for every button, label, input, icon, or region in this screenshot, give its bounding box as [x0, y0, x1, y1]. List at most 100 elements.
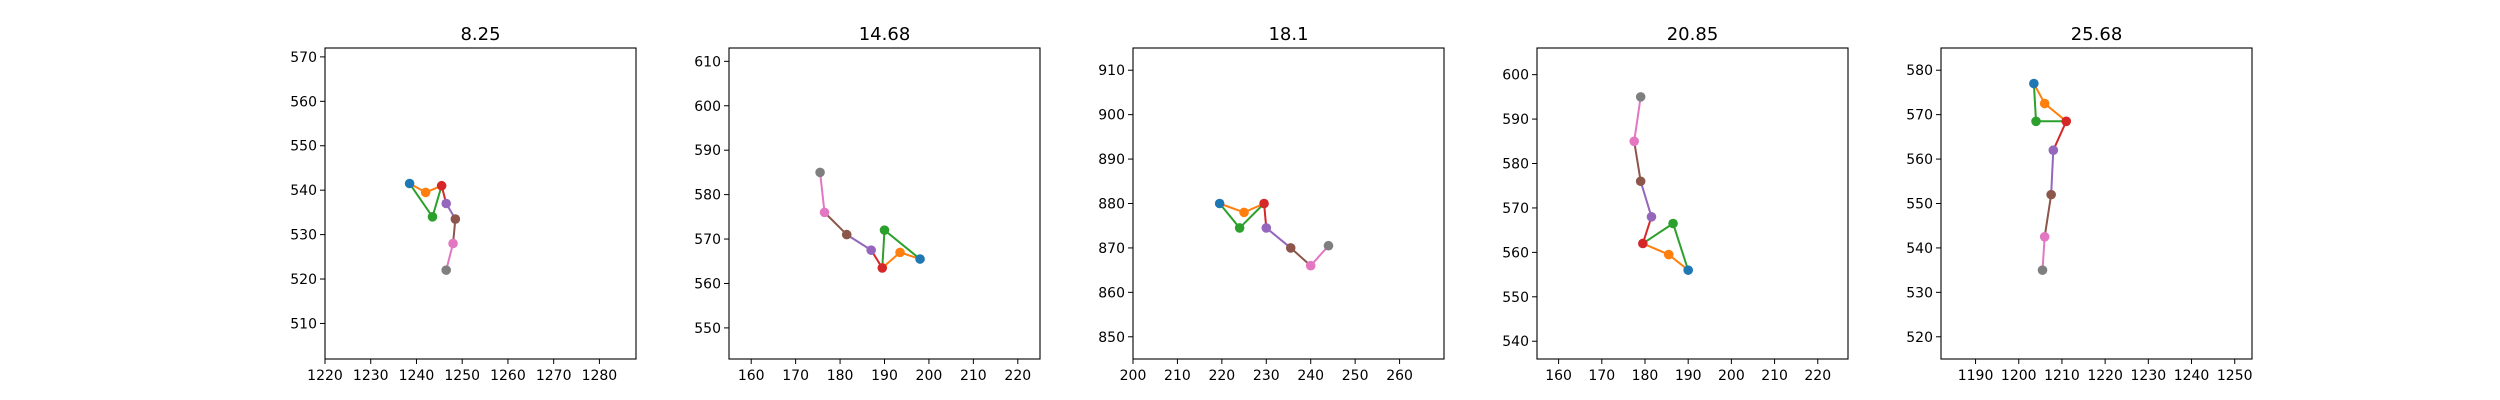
y-tick-label: 570	[694, 232, 721, 248]
y-tick-label: 590	[1502, 112, 1529, 128]
keypoint-marker	[1629, 136, 1639, 147]
y-tick-label: 610	[694, 54, 721, 70]
x-tick-label: 1250	[2217, 368, 2253, 384]
y-tick-label: 560	[1906, 152, 1933, 168]
pose-segment	[2052, 120, 2068, 152]
x-tick-label: 1280	[582, 368, 618, 384]
pose-segment	[845, 233, 873, 252]
x-tick-label: 210	[1761, 368, 1788, 384]
x-tick-label: 220	[1004, 368, 1031, 384]
pose-segment	[2032, 82, 2038, 123]
y-tick-label: 600	[1502, 68, 1529, 84]
keypoint-marker	[1239, 207, 1249, 218]
x-tick-label: 190	[871, 368, 898, 384]
y-tick-label: 560	[694, 276, 721, 292]
x-tick-label: 1220	[307, 368, 343, 384]
y-tick-label: 900	[1098, 108, 1125, 124]
x-tick-label: 240	[1297, 368, 1324, 384]
keypoint-marker	[2031, 116, 2041, 127]
y-tick-label: 880	[1098, 197, 1125, 213]
y-tick-label: 560	[1502, 245, 1529, 261]
subplot-title: 25.68	[2071, 24, 2123, 45]
keypoint-marker	[404, 178, 415, 189]
y-tick-label: 560	[290, 94, 317, 110]
keypoint-marker	[450, 214, 461, 224]
keypoint-marker	[441, 198, 451, 209]
keypoint-marker	[2039, 98, 2050, 109]
keypoint-marker	[420, 187, 431, 198]
y-tick-label: 580	[1502, 157, 1529, 173]
subplot-3: 18.1 200 210 220 230 240 250 260 850 860 870 880 89…	[1098, 24, 1445, 384]
keypoint-marker	[1285, 243, 1296, 253]
keypoint-marker	[448, 238, 458, 249]
y-tick-label: 910	[1098, 63, 1125, 79]
y-tick-label: 550	[290, 139, 317, 155]
keypoint-marker	[915, 254, 925, 264]
x-tick-label: 220	[1208, 368, 1235, 384]
y-tick-label: 570	[290, 50, 317, 66]
axes-frame	[324, 47, 637, 360]
x-tick-label: 1190	[1958, 368, 1994, 384]
x-tick-label: 1230	[353, 368, 389, 384]
y-tick-label: 570	[1906, 108, 1933, 124]
pose-segment	[1672, 222, 1690, 272]
keypoint-marker	[1638, 238, 1648, 249]
pose-segment	[2050, 149, 2055, 196]
y-tick-label: 600	[694, 99, 721, 115]
x-tick-label: 1270	[536, 368, 572, 384]
x-tick-label: 1240	[399, 368, 435, 384]
y-tick-label: 590	[694, 143, 721, 159]
axes-frame	[1536, 47, 1849, 360]
x-tick-label: 160	[738, 368, 765, 384]
x-tick-label: 200	[1120, 368, 1147, 384]
subplot-1: 8.25 1220 1230 1240 1250 1260 1270 1280 510 520 5…	[290, 24, 637, 384]
keypoint-marker	[427, 212, 438, 222]
x-tick-label: 200	[1718, 368, 1745, 384]
x-tick-label: 210	[960, 368, 987, 384]
keypoint-marker	[1668, 218, 1678, 229]
y-tick-label: 550	[1502, 290, 1529, 306]
pose-segment	[819, 171, 826, 214]
keypoint-marker	[1305, 260, 1316, 271]
keypoint-marker	[1214, 198, 1225, 209]
x-tick-label: 260	[1386, 368, 1413, 384]
keypoint-marker	[819, 207, 830, 218]
x-tick-label: 180	[827, 368, 854, 384]
keypoint-marker	[1635, 92, 1646, 102]
y-tick-label: 570	[1502, 201, 1529, 217]
keypoint-marker	[2046, 189, 2056, 200]
y-tick-label: 870	[1098, 241, 1125, 257]
pose-segment	[1633, 95, 1642, 143]
keypoint-marker	[2048, 145, 2059, 155]
pose-segment	[431, 184, 443, 218]
pose-segment	[2043, 193, 2053, 238]
keypoint-marker	[815, 167, 825, 178]
keypoint-marker	[2039, 232, 2050, 242]
y-tick-label: 550	[1906, 197, 1933, 213]
subplot-title: 18.1	[1268, 24, 1308, 45]
pose-segment	[883, 229, 922, 261]
pose-segment	[2041, 235, 2046, 272]
keypoint-marker	[1261, 223, 1272, 233]
x-tick-label: 220	[1804, 368, 1831, 384]
x-tick-label: 1230	[2131, 368, 2167, 384]
y-tick-label: 860	[1098, 285, 1125, 301]
keypoint-marker	[1323, 240, 1334, 251]
keypoint-marker	[895, 247, 905, 258]
keypoint-marker	[866, 245, 876, 255]
x-tick-label: 210	[1164, 368, 1191, 384]
x-tick-label: 170	[782, 368, 809, 384]
pose-segment	[1218, 202, 1241, 229]
keypoint-marker	[2037, 265, 2048, 275]
pose-segment	[1641, 222, 1675, 245]
keypoint-marker	[1635, 176, 1646, 187]
subplot-title: 20.85	[1667, 24, 1719, 45]
pose-segment	[1238, 202, 1266, 229]
y-tick-label: 580	[1906, 63, 1933, 79]
keypoint-marker	[879, 225, 890, 235]
keypoint-marker	[841, 229, 852, 240]
x-tick-label: 1240	[2174, 368, 2210, 384]
x-tick-label: 1200	[2001, 368, 2037, 384]
